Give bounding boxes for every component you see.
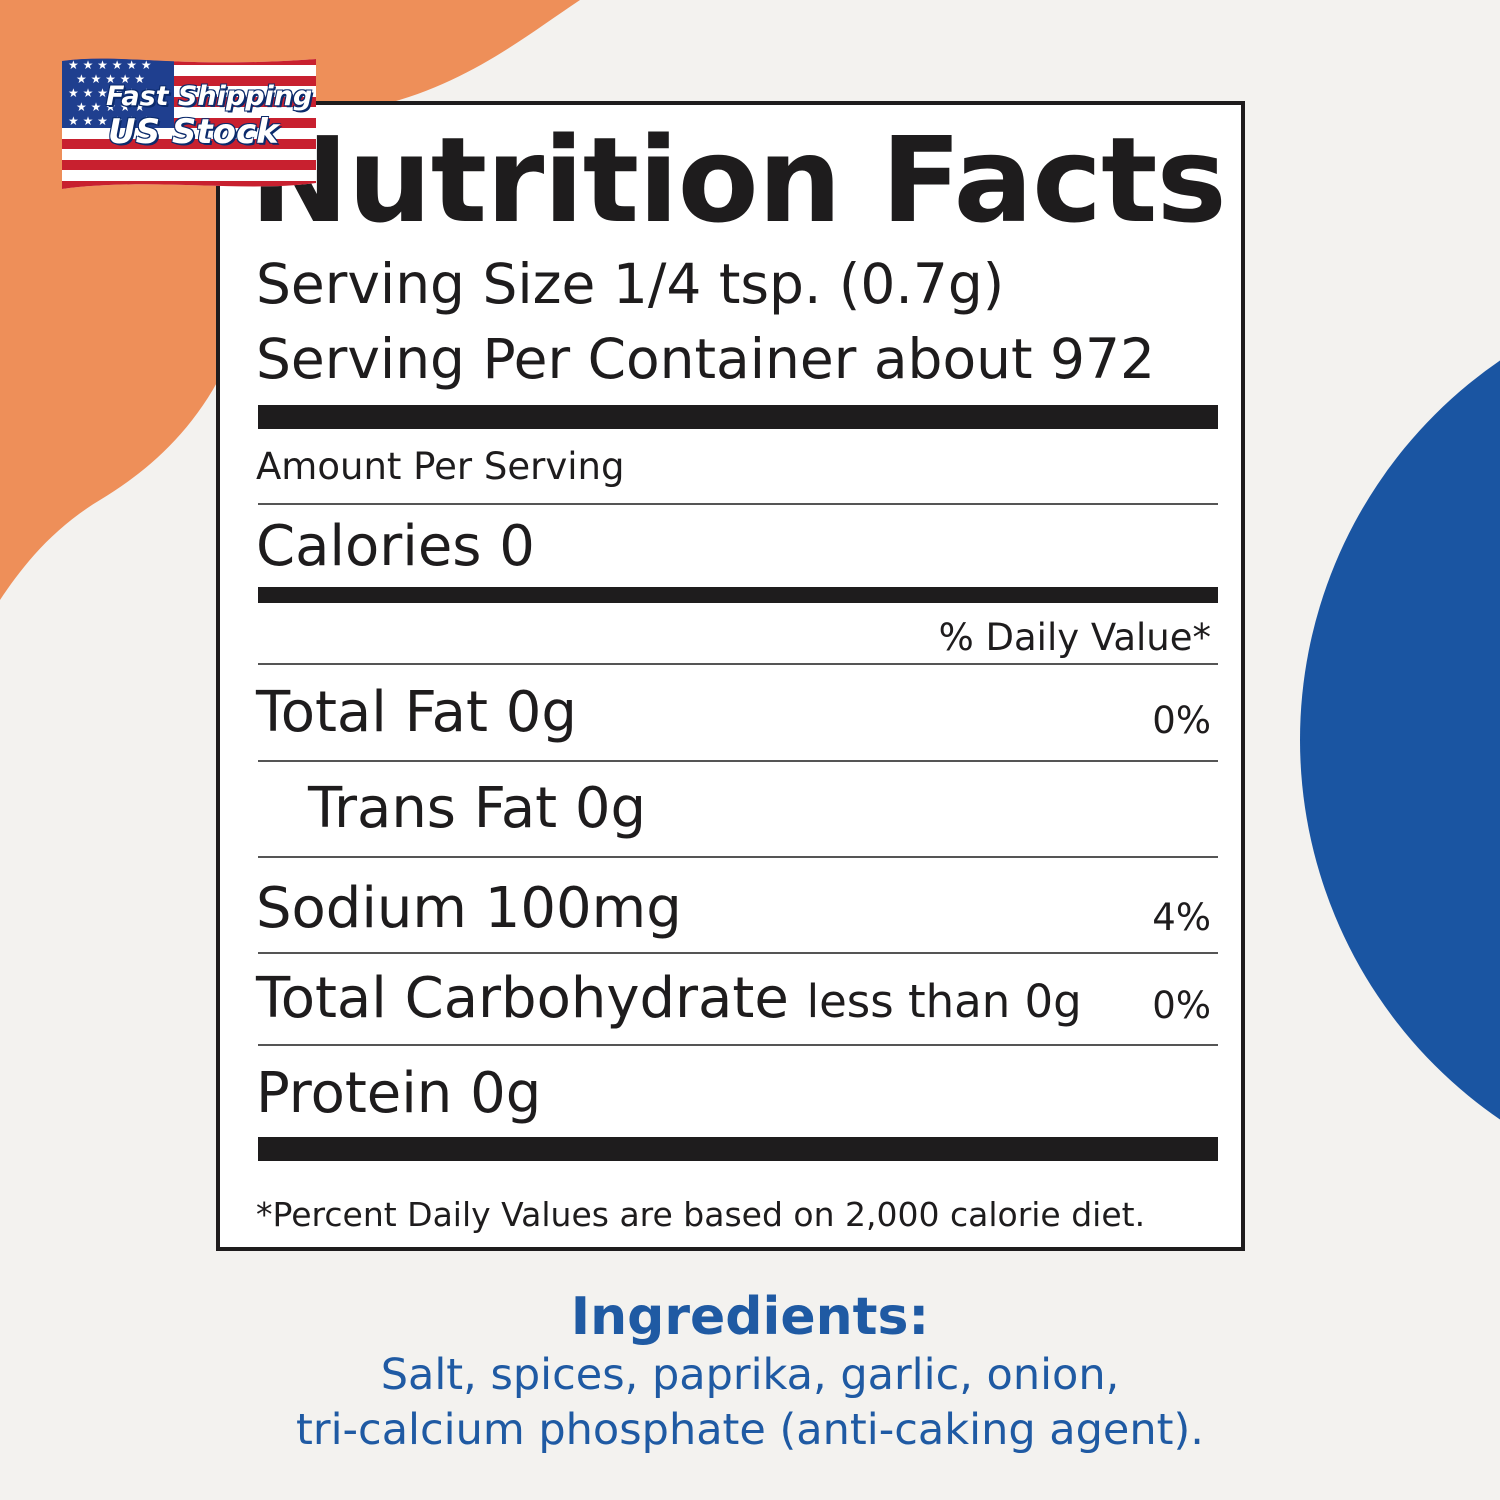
badge-line-2: US Stock: [108, 112, 279, 152]
thin-divider: [258, 1044, 1218, 1046]
servings-per-container: Serving Per Container about 972: [256, 327, 1155, 391]
thick-divider: [258, 405, 1218, 429]
nutrient-name-total-fat: Total Fat 0g: [256, 680, 577, 745]
thin-divider: [258, 856, 1218, 858]
thick-divider: [258, 1137, 1218, 1161]
thick-divider: [258, 587, 1218, 603]
svg-text:★ ★ ★ ★ ★: ★ ★ ★ ★ ★: [76, 72, 145, 86]
nutrient-name-trans-fat: Trans Fat 0g: [308, 776, 647, 841]
amount-per-serving: Amount Per Serving: [256, 445, 625, 488]
nutrient-name-protein: Protein 0g: [256, 1061, 542, 1126]
nutrient-dv-total-fat: 0%: [1152, 699, 1211, 742]
badge-line-1: Fast Shipping: [106, 81, 313, 112]
footnote: *Percent Daily Values are based on 2,000…: [256, 1195, 1146, 1234]
ingredients-line-2: tri-calcium phosphate (anti-caking agent…: [296, 1405, 1204, 1455]
svg-text:★ ★ ★ ★ ★ ★: ★ ★ ★ ★ ★ ★: [68, 114, 152, 128]
nutrition-facts-label: Nutrition Facts Serving Size 1/4 tsp. (0…: [216, 101, 1245, 1251]
nutrient-name-total-carbohydrate: Total Carbohydrate: [256, 966, 789, 1031]
svg-text:★ ★ ★ ★ ★ ★: ★ ★ ★ ★ ★ ★: [68, 58, 152, 72]
calories: Calories 0: [256, 514, 535, 579]
us-flag-icon: ★ ★ ★ ★ ★ ★ ★ ★ ★ ★ ★ ★ ★ ★ ★ ★ ★ ★ ★ ★ …: [62, 58, 316, 189]
label-title: Nutrition Facts: [250, 111, 1227, 249]
nutrient-qualifier-total-carbohydrate: less than 0g: [806, 975, 1082, 1028]
thin-divider: [258, 663, 1218, 665]
serving-size: Serving Size 1/4 tsp. (0.7g): [256, 252, 1005, 316]
nutrient-dv-sodium: 4%: [1152, 896, 1211, 939]
thin-divider: [258, 952, 1218, 954]
daily-value-header: % Daily Value*: [938, 616, 1211, 659]
ingredients-line-1: Salt, spices, paprika, garlic, onion,: [380, 1350, 1120, 1400]
svg-text:★ ★ ★ ★ ★: ★ ★ ★ ★ ★: [76, 100, 145, 114]
thin-divider: [258, 503, 1218, 505]
nutrient-dv-total-carbohydrate: 0%: [1152, 984, 1211, 1027]
svg-text:★ ★ ★ ★ ★ ★: ★ ★ ★ ★ ★ ★: [68, 86, 152, 100]
blue-circle-shape: [1300, 360, 1500, 1120]
thin-divider: [258, 760, 1218, 762]
fast-shipping-badge: ★ ★ ★ ★ ★ ★ ★ ★ ★ ★ ★ ★ ★ ★ ★ ★ ★ ★ ★ ★ …: [62, 55, 316, 191]
nutrient-row-total-carbohydrate: Total Carbohydrate less than 0g: [256, 971, 1082, 1027]
nutrient-name-sodium: Sodium 100mg: [256, 876, 682, 941]
ingredients-title: Ingredients:: [570, 1287, 930, 1347]
